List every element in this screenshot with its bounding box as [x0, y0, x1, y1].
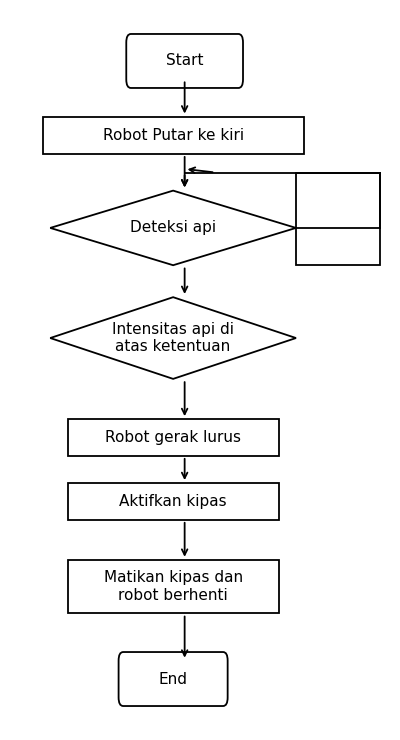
Polygon shape — [50, 297, 296, 379]
Text: Deteksi api: Deteksi api — [130, 221, 216, 235]
Text: End: End — [159, 671, 188, 687]
Text: Robot Putar ke kiri: Robot Putar ke kiri — [102, 128, 244, 143]
Polygon shape — [50, 191, 296, 265]
Bar — [68, 560, 279, 613]
Text: Intensitas api di
atas ketentuan: Intensitas api di atas ketentuan — [112, 322, 234, 354]
FancyBboxPatch shape — [126, 34, 243, 88]
Bar — [68, 483, 279, 520]
Text: Aktifkan kipas: Aktifkan kipas — [119, 494, 227, 509]
Bar — [42, 117, 304, 154]
Text: Matikan kipas dan
robot berhenti: Matikan kipas dan robot berhenti — [104, 571, 243, 603]
Bar — [68, 419, 279, 456]
Bar — [296, 172, 380, 265]
FancyBboxPatch shape — [118, 652, 228, 706]
Text: Robot gerak lurus: Robot gerak lurus — [105, 430, 241, 445]
Text: Start: Start — [166, 53, 203, 69]
